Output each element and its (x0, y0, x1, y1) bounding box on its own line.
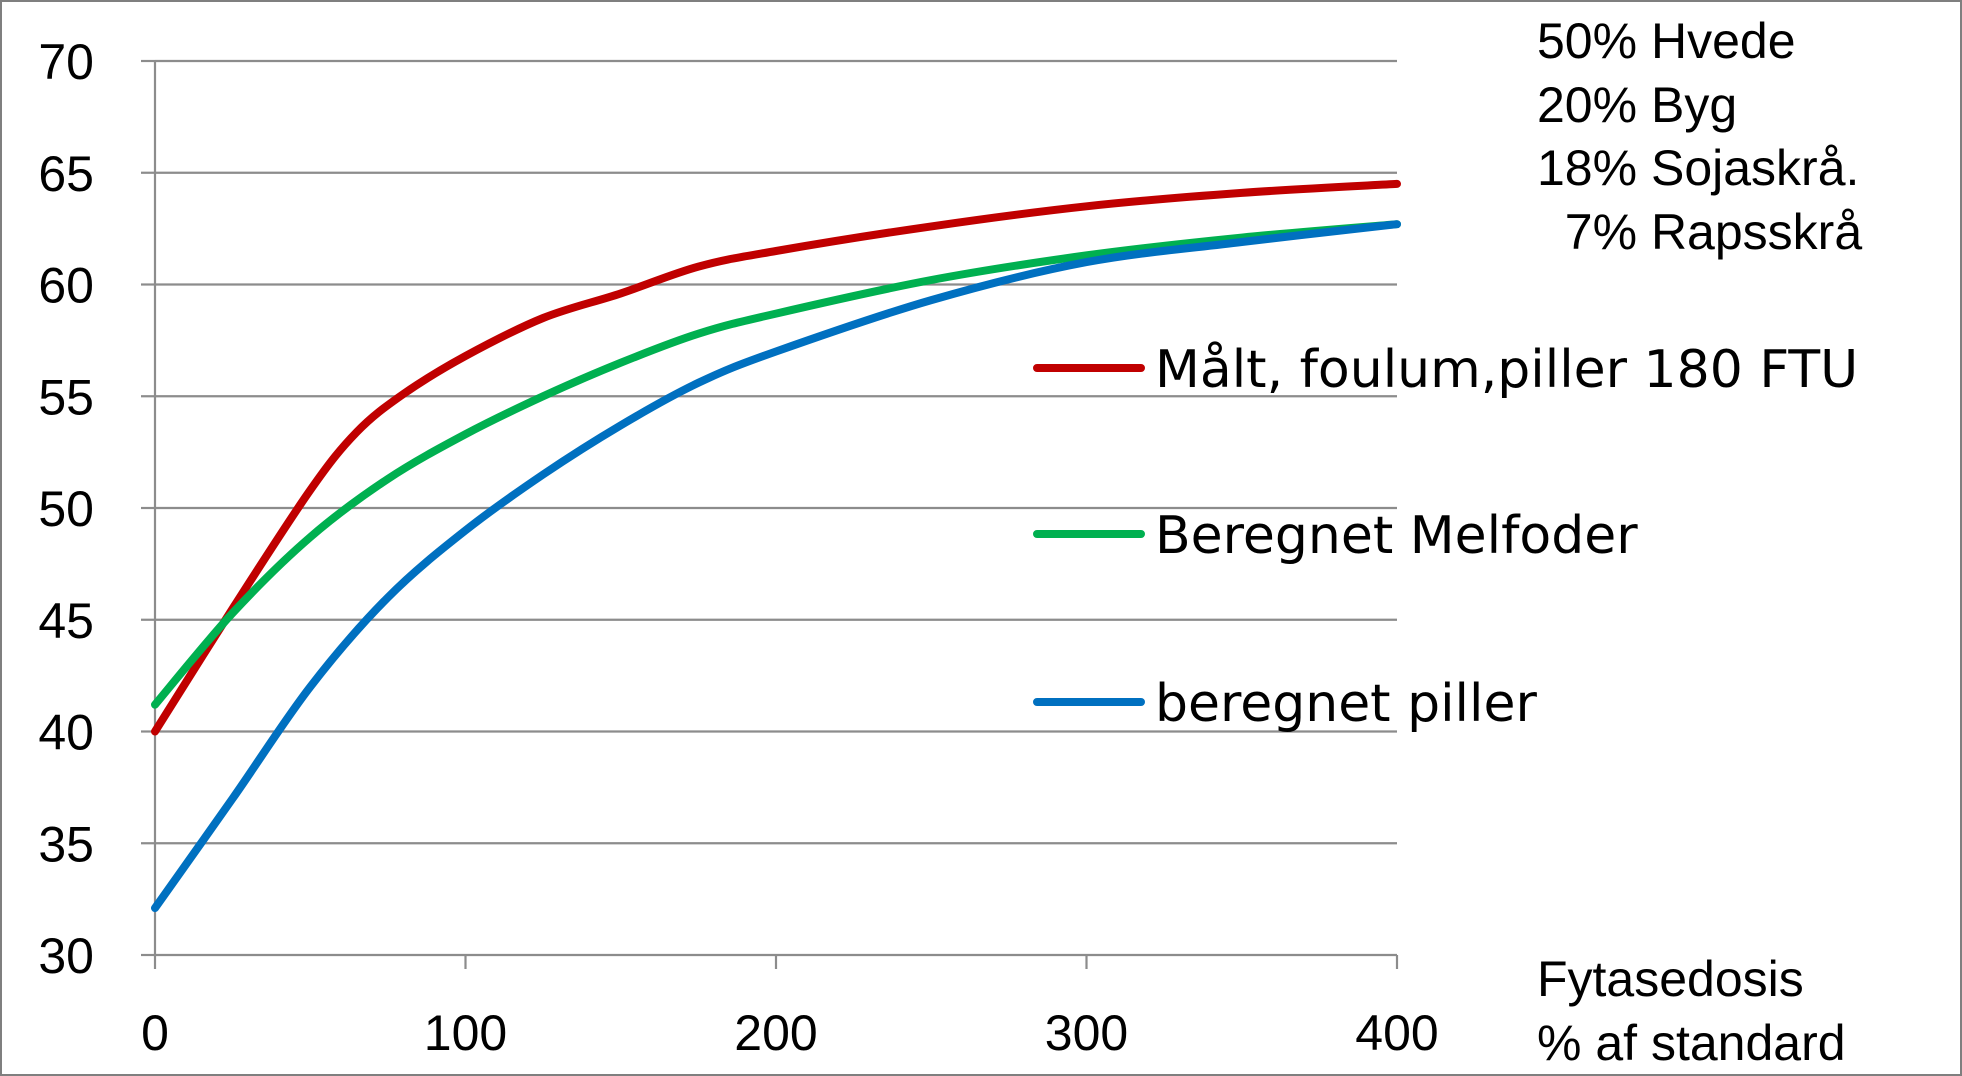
composition-line-4: 7% Rapsskrå (1537, 204, 1862, 260)
x-axis-note-line-1: Fytasedosis (1537, 951, 1804, 1007)
axes (141, 59, 1399, 969)
composition-note: 50% Hvede 20% Byg 18% Sojaskrå. 7% Rapss… (1537, 13, 1862, 260)
y-tick-label: 70 (38, 34, 94, 90)
x-tick-label: 200 (734, 1005, 817, 1061)
x-axis-note-line-2: % af standard (1537, 1015, 1846, 1071)
composition-line-3: 18% Sojaskrå. (1537, 140, 1859, 196)
series-line-3 (151, 220, 1401, 913)
y-tick-label: 65 (38, 146, 94, 202)
x-tick-label: 0 (141, 1005, 169, 1061)
x-tick-labels: 0 100 200 300 400 (141, 1005, 1439, 1061)
y-tick-labels: 30 35 40 45 50 55 60 65 70 (38, 34, 94, 984)
y-tick-label: 50 (38, 481, 94, 537)
y-tick-label: 55 (38, 369, 94, 425)
y-tick-label: 30 (38, 928, 94, 984)
x-tick-label: 100 (424, 1005, 507, 1061)
x-tick-label: 300 (1045, 1005, 1128, 1061)
y-tick-label: 40 (38, 705, 94, 761)
legend: Målt, foulum,piller 180 FTU Beregnet Melf… (1033, 340, 1858, 734)
x-axis-note: Fytasedosis % af standard (1537, 951, 1846, 1071)
gridlines (155, 59, 1397, 845)
composition-line-2: 20% Byg (1537, 77, 1737, 133)
series-lines (151, 179, 1401, 913)
composition-line-1: 50% Hvede (1537, 13, 1796, 69)
y-tick-label: 60 (38, 258, 94, 314)
legend-label-2: Beregnet Melfoder (1155, 506, 1638, 566)
series-line-1 (151, 179, 1401, 736)
y-tick-label: 35 (38, 816, 94, 872)
series-line-2 (151, 220, 1401, 709)
x-tick-label: 400 (1355, 1005, 1438, 1061)
legend-label-3: beregnet piller (1155, 674, 1537, 734)
legend-label-1: Målt, foulum,piller 180 FTU (1155, 340, 1858, 400)
y-tick-label: 45 (38, 593, 94, 649)
